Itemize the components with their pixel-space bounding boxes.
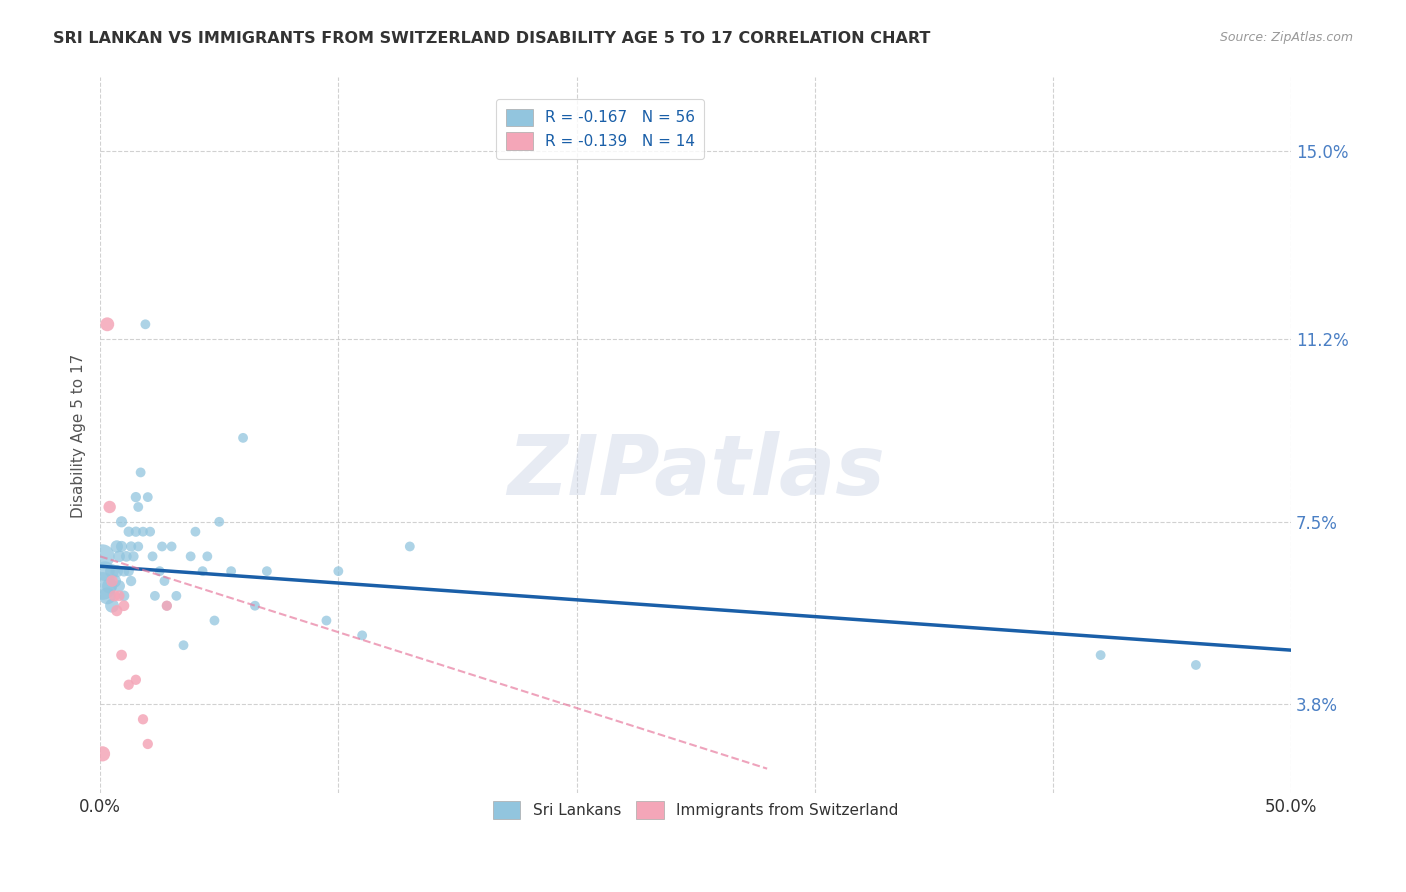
Point — [101, 599, 124, 613]
Point — [108, 589, 131, 603]
Point — [98, 579, 121, 593]
Point — [105, 604, 128, 618]
Point — [125, 524, 148, 539]
Point — [1185, 657, 1208, 672]
Point — [108, 549, 131, 564]
Point — [150, 540, 173, 554]
Point — [105, 540, 128, 554]
Point — [195, 549, 218, 564]
Point — [108, 579, 131, 593]
Point — [184, 524, 207, 539]
Point — [232, 431, 254, 445]
Point — [98, 500, 121, 514]
Point — [94, 564, 117, 578]
Point — [118, 564, 141, 578]
Point — [110, 540, 132, 554]
Point — [115, 549, 138, 564]
Point — [118, 678, 141, 692]
Legend: Sri Lankans, Immigrants from Switzerland: Sri Lankans, Immigrants from Switzerland — [486, 795, 904, 825]
Point — [125, 490, 148, 504]
Point — [204, 614, 226, 628]
Point — [352, 628, 374, 642]
Point — [91, 579, 114, 593]
Point — [328, 564, 350, 578]
Point — [398, 540, 420, 554]
Point — [156, 599, 179, 613]
Text: ZIPatlas: ZIPatlas — [506, 431, 884, 512]
Point — [101, 574, 124, 588]
Point — [143, 589, 166, 603]
Point — [105, 564, 128, 578]
Point — [101, 564, 124, 578]
Point — [96, 589, 118, 603]
Point — [141, 549, 163, 564]
Point — [110, 648, 132, 662]
Point — [191, 564, 214, 578]
Point — [110, 515, 132, 529]
Point — [91, 549, 114, 564]
Point — [112, 589, 135, 603]
Point — [139, 524, 162, 539]
Point — [127, 540, 149, 554]
Point — [173, 638, 195, 652]
Point — [122, 549, 145, 564]
Point — [165, 589, 187, 603]
Point — [160, 540, 183, 554]
Point — [315, 614, 337, 628]
Point — [256, 564, 278, 578]
Point — [136, 737, 159, 751]
Point — [96, 318, 118, 332]
Point — [112, 564, 135, 578]
Point — [112, 599, 135, 613]
Point — [149, 564, 172, 578]
Point — [120, 540, 142, 554]
Point — [127, 500, 149, 514]
Point — [180, 549, 202, 564]
Point — [132, 524, 155, 539]
Point — [134, 318, 156, 332]
Point — [208, 515, 231, 529]
Text: Source: ZipAtlas.com: Source: ZipAtlas.com — [1219, 31, 1353, 45]
Point — [91, 747, 114, 761]
Y-axis label: Disability Age 5 to 17: Disability Age 5 to 17 — [72, 353, 86, 517]
Text: SRI LANKAN VS IMMIGRANTS FROM SWITZERLAND DISABILITY AGE 5 TO 17 CORRELATION CHA: SRI LANKAN VS IMMIGRANTS FROM SWITZERLAN… — [53, 31, 931, 46]
Point — [153, 574, 176, 588]
Point — [103, 589, 125, 603]
Point — [156, 599, 179, 613]
Point — [103, 574, 125, 588]
Point — [243, 599, 266, 613]
Point — [1090, 648, 1112, 662]
Point — [132, 712, 155, 726]
Point — [219, 564, 242, 578]
Point — [118, 524, 141, 539]
Point — [129, 466, 152, 480]
Point — [125, 673, 148, 687]
Point — [136, 490, 159, 504]
Point — [120, 574, 142, 588]
